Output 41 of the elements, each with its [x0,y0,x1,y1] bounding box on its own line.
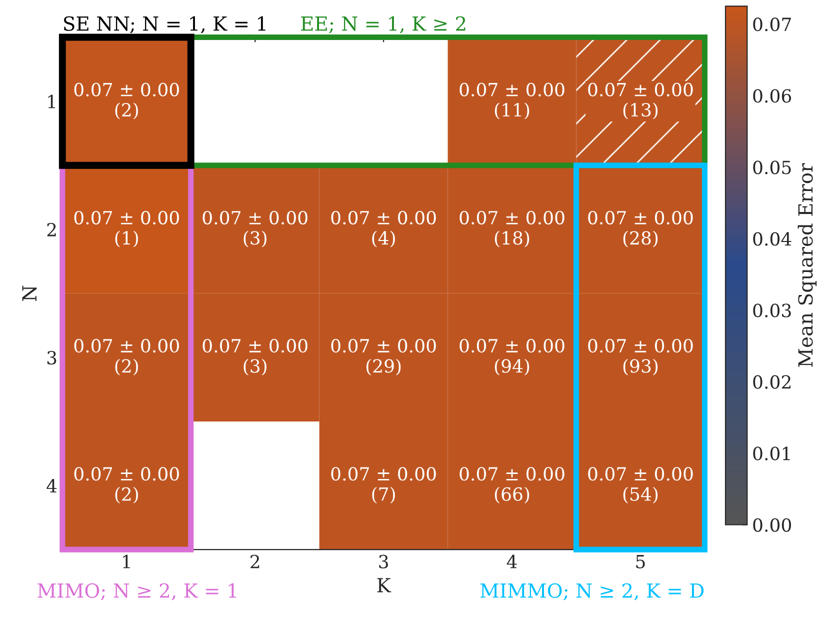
data-label: 0.07 ± 0.00 (7) [331,467,436,504]
color-bar-label: 0.01 [753,446,790,460]
color-bar-label: 0.07 [753,18,791,32]
data-label: 0.07 ± 0.00 (11) [460,82,564,120]
data-label: 0.07 ± 0.00 (66) [460,467,564,504]
data-label: 0.07 ± 0.00 (28) [588,210,693,248]
data-label: 0.07 ± 0.00 (2) [74,338,179,376]
x-tick-label: 3 [379,554,388,568]
data-label: 0.07 ± 0.00 (93) [588,338,693,376]
color-bar-label: 0.06 [753,89,792,103]
text: EE; N = 1, K ≥ 2 [301,16,466,34]
y-tick-label: 2 [47,222,56,236]
data-label: 0.07 ± 0.00 (2) [74,82,179,120]
data-label: 0.07 ± 0.00 (4) [331,210,436,248]
x-tick-label: 5 [636,555,645,568]
text: MIMO; N ≥ 2, K = 1 [38,583,236,600]
y-axis-title: N [22,286,37,301]
color-bar-label: 0.04 [753,232,792,246]
x-tick-label: 2 [250,554,260,568]
x-tick-label: 4 [506,554,517,568]
color-bar-label: 0.00 [753,518,791,532]
data-label: 0.07 ± 0.00 (2) [74,467,179,504]
data-label: 0.07 ± 0.00 (3) [202,338,308,376]
data-label: 0.07 ± 0.00 (29) [331,338,436,376]
y-tick-label: 4 [46,479,57,492]
data-label: 0.07 ± 0.00 (94) [460,338,564,376]
color-bar-label: 0.02 [753,375,790,389]
color-bar-title: Mean Squared Error [798,163,817,367]
color-bar-label: 0.05 [753,160,791,174]
data-label: 0.07 ± 0.00 (13) [588,82,693,120]
y-tick-label: 3 [47,350,56,365]
x-tick-label: 1 [123,554,130,568]
data-label: 0.07 ± 0.00 (54) [588,467,693,504]
data-label: 0.07 ± 0.00 (3) [202,210,308,248]
y-tick-label: 1 [48,94,55,108]
x-axis-title: K [377,578,392,592]
data-label: 0.07 ± 0.00 (1) [74,210,179,248]
text: SE NN; N = 1, K = 1 [64,16,266,34]
data-label: 0.07 ± 0.00 (18) [460,210,564,248]
color-bar-label: 0.03 [753,304,791,318]
text: MIMMO; N ≥ 2, K = D [480,583,704,600]
